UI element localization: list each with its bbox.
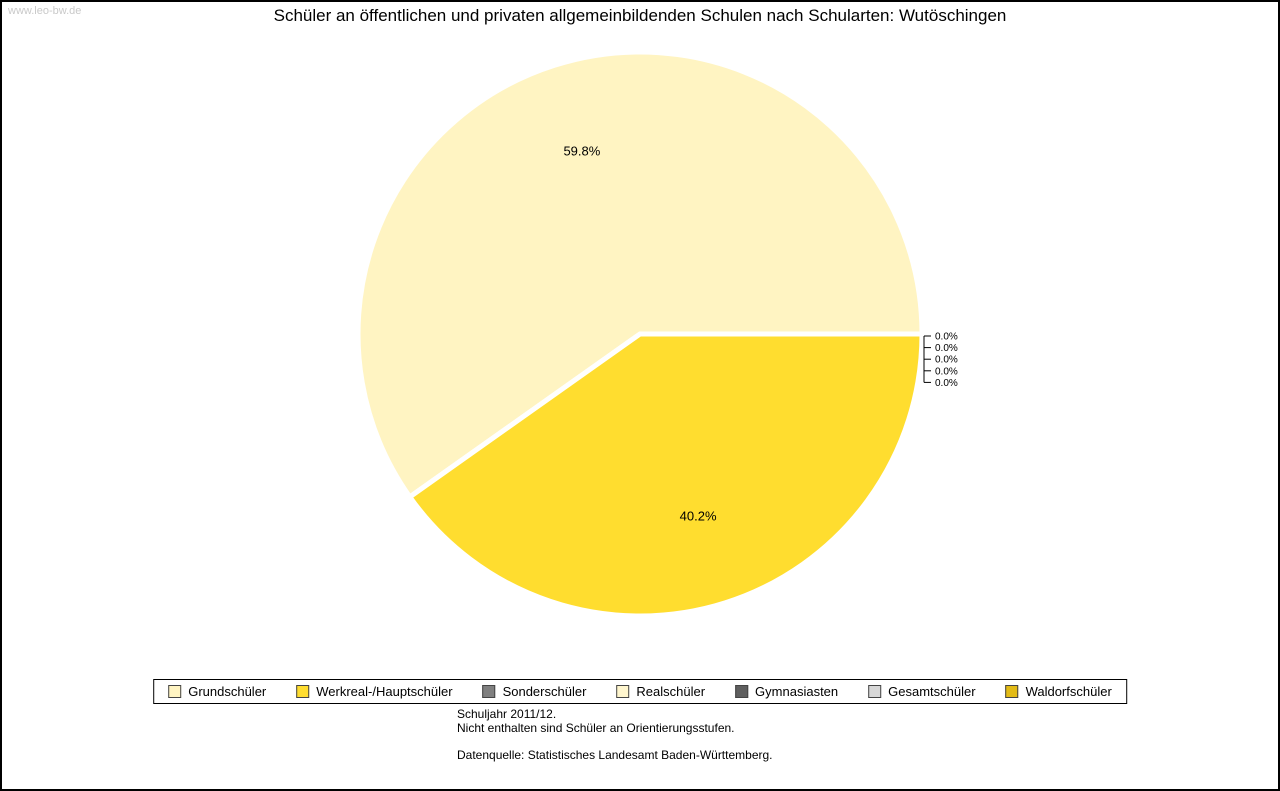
legend-label: Waldorfschüler [1025, 684, 1112, 699]
legend-item-realschueler: Realschüler [616, 684, 705, 699]
legend-label: Werkreal-/Hauptschüler [316, 684, 453, 699]
legend-label: Sonderschüler [502, 684, 587, 699]
footnote-datenquelle: Datenquelle: Statistisches Landesamt Bad… [457, 748, 773, 762]
legend-item-grundschueler: Grundschüler [168, 684, 266, 699]
legend-item-gymnasiasten: Gymnasiasten [735, 684, 838, 699]
slice-value-label-zero: 0.0% [935, 355, 958, 366]
slice-value-label-zero: 0.0% [935, 343, 958, 354]
slice-value-label-zero: 0.0% [935, 332, 958, 343]
legend-label: Gymnasiasten [755, 684, 839, 699]
legend-item-gesamtschueler: Gesamtschüler [868, 684, 976, 699]
legend-swatch [168, 685, 182, 698]
legend-item-werkreal-hauptschueler: Werkreal-/Hauptschüler [296, 684, 453, 699]
slice-value-label: 40.2% [680, 509, 717, 524]
pie-slice-1 [407, 331, 925, 619]
legend-swatch [296, 685, 310, 698]
slice-value-label-zero: 0.0% [935, 366, 958, 377]
footnote-hinweis: Nicht enthalten sind Schüler an Orientie… [457, 720, 735, 735]
legend: Grundschüler Werkreal-/Hauptschüler Sond… [153, 679, 1127, 704]
slice-value-label: 59.8% [563, 143, 600, 158]
legend-item-sonderschueler: Sonderschüler [482, 684, 587, 699]
legend-swatch [482, 685, 496, 698]
footnote-schuljahr: Schuljahr 2011/12. [457, 707, 557, 721]
legend-swatch [616, 685, 630, 698]
legend-item-waldorfschueler: Waldorfschüler [1005, 684, 1112, 699]
footnotes: Schuljahr 2011/12. Nicht enthalten sind … [457, 707, 773, 763]
legend-label: Realschüler [636, 684, 706, 699]
slice-value-label-zero: 0.0% [935, 378, 958, 389]
legend-label: Grundschüler [188, 684, 267, 699]
legend-label: Gesamtschüler [888, 684, 976, 699]
legend-swatch [735, 685, 749, 698]
legend-swatch [1005, 685, 1019, 698]
watermark: www.leo-bw.de [8, 5, 82, 17]
legend-swatch [868, 685, 882, 698]
pie-slice-0 [355, 49, 925, 500]
chart-title: Schüler an öffentlichen und privaten all… [273, 6, 1007, 25]
